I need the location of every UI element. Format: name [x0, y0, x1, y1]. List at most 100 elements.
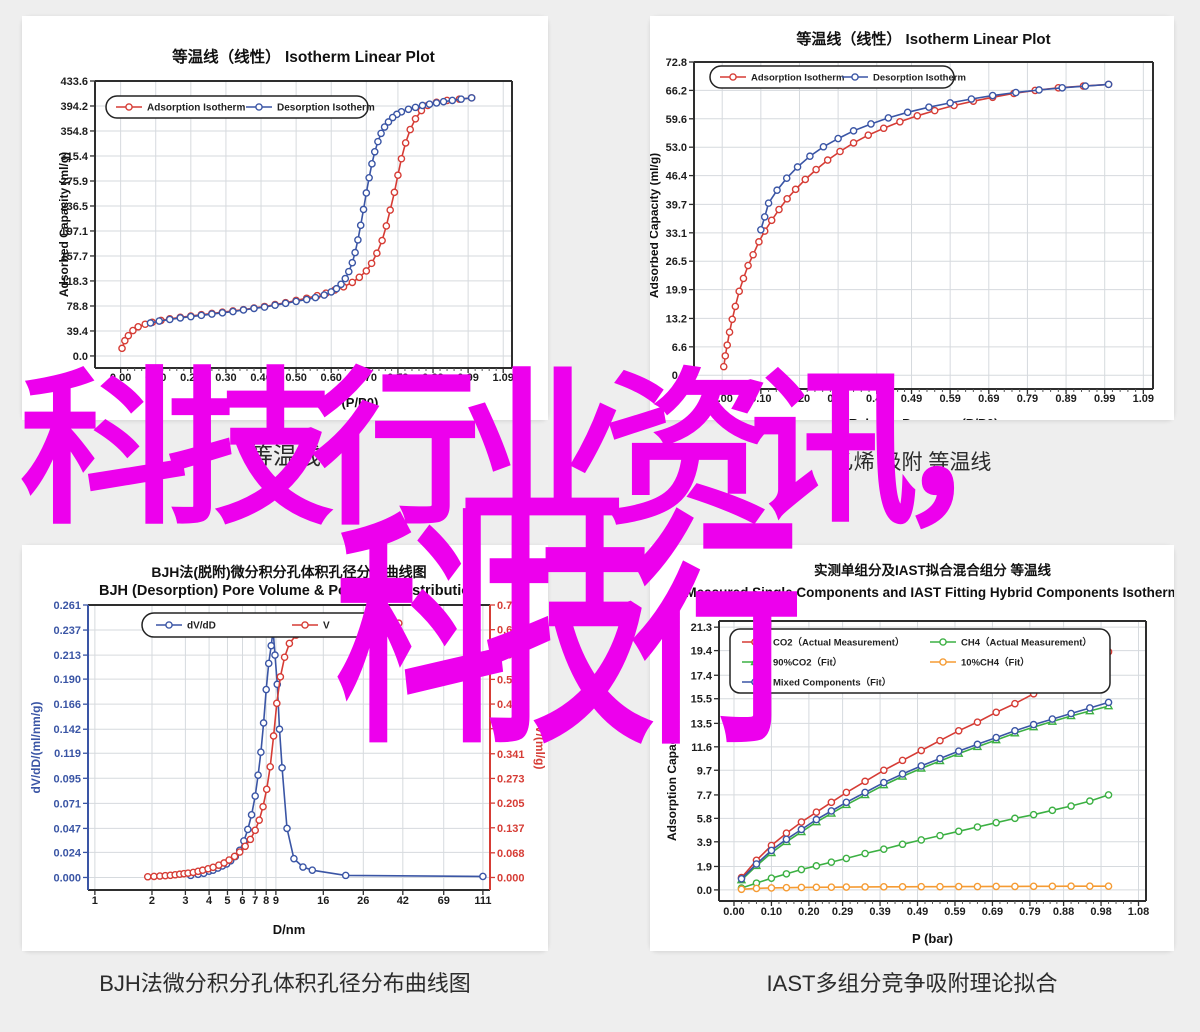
figure-caption-isotherm-2: 乙烯 吸附 等温线 — [832, 451, 992, 474]
svg-text:0.50: 0.50 — [285, 372, 306, 384]
svg-text:0.000: 0.000 — [53, 872, 81, 884]
svg-text:0.166: 0.166 — [53, 699, 81, 711]
svg-text:0.341: 0.341 — [497, 749, 525, 761]
svg-text:0.0: 0.0 — [73, 351, 88, 363]
svg-text:6.6: 6.6 — [672, 342, 687, 354]
svg-text:1.08: 1.08 — [1128, 906, 1149, 918]
watermark-text-line1: 科技行业资讯， — [20, 352, 1064, 548]
isotherm-linear-plot-2: 0.00 0.10 0.20 0.30 0.40 0.49 0.59 0.69 0.79 0.89… — [647, 16, 1174, 431]
svg-text:0.20: 0.20 — [798, 906, 819, 918]
svg-text:0.70: 0.70 — [356, 372, 377, 384]
svg-text:0.79: 0.79 — [1019, 906, 1040, 918]
svg-text:1.9: 1.9 — [697, 861, 712, 873]
svg-text:3: 3 — [182, 895, 188, 907]
svg-text:8: 8 — [263, 895, 269, 907]
svg-text:1.09: 1.09 — [493, 372, 514, 384]
chart-card-iast-fitting: 0.00 0.10 0.20 0.29 0.39 0.49 0.59 0.69 0.79 0.88… — [650, 545, 1180, 951]
chart-card-isotherm-1: 0.00 0.10 0.20 0.30 0.40 0.50 0.60 0.70 0.79 0.89… — [22, 16, 548, 420]
svg-text:275.9: 275.9 — [60, 176, 88, 188]
svg-text:0.10: 0.10 — [761, 906, 782, 918]
svg-text:V/(ml/g): V/(ml/g) — [533, 726, 547, 770]
svg-text:118.3: 118.3 — [61, 276, 88, 288]
svg-text:111: 111 — [474, 895, 491, 907]
svg-text:0.047: 0.047 — [53, 823, 81, 835]
svg-text:0.29: 0.29 — [832, 906, 853, 918]
svg-text:V: V — [323, 621, 330, 632]
svg-text:42: 42 — [397, 895, 409, 907]
svg-text:78.8: 78.8 — [67, 301, 88, 313]
svg-text:P (bar): P (bar) — [912, 931, 953, 946]
svg-text:3.9: 3.9 — [697, 837, 712, 849]
svg-text:dV/dD/(ml/nm/g): dV/dD/(ml/nm/g) — [29, 702, 43, 794]
svg-text:10%CH4（Fit）: 10%CH4（Fit） — [961, 657, 1030, 669]
svg-text:46.4: 46.4 — [666, 171, 688, 183]
svg-text:0.095: 0.095 — [53, 773, 81, 785]
svg-text:Adsorption Isotherm: Adsorption Isotherm — [751, 73, 844, 84]
svg-text:39.4: 39.4 — [67, 326, 89, 338]
svg-text:0.000: 0.000 — [497, 872, 525, 884]
svg-text:1: 1 — [92, 895, 98, 907]
svg-text:0.49: 0.49 — [901, 393, 922, 405]
svg-text:0.00: 0.00 — [110, 372, 131, 384]
svg-text:53.0: 53.0 — [666, 142, 687, 154]
svg-text:90%CO2（Fit）: 90%CO2（Fit） — [773, 657, 842, 669]
svg-text:0.10: 0.10 — [750, 393, 771, 405]
svg-text:2: 2 — [149, 895, 155, 907]
chart-card-bjh-pore-distribution: 1 2 3 4 5 6 7 8 9 16 26 42 69 111 0.000 0.024 0.047 0.071… — [22, 545, 548, 951]
svg-text:315.4: 315.4 — [60, 151, 88, 163]
svg-text:0.89: 0.89 — [422, 372, 443, 384]
svg-text:0.205: 0.205 — [497, 798, 525, 810]
svg-text:0.478: 0.478 — [497, 699, 525, 711]
svg-text:19.9: 19.9 — [666, 285, 687, 297]
svg-text:0.69: 0.69 — [982, 906, 1003, 918]
svg-text:0.237: 0.237 — [53, 625, 81, 637]
svg-text:0.79: 0.79 — [387, 372, 408, 384]
svg-text:0.79: 0.79 — [1017, 393, 1038, 405]
iast-fitting-chart: 0.00 0.10 0.20 0.29 0.39 0.49 0.59 0.69 0.79 0.88… — [650, 545, 1180, 951]
svg-text:0.40: 0.40 — [866, 393, 887, 405]
svg-text:0.40: 0.40 — [250, 372, 271, 384]
svg-text:Desorption Isotherm: Desorption Isotherm — [873, 73, 966, 84]
svg-text:0.261: 0.261 — [53, 600, 81, 612]
svg-text:Desorption Isotherm: Desorption Isotherm — [277, 103, 375, 114]
svg-text:33.1: 33.1 — [666, 228, 687, 240]
svg-text:0.69: 0.69 — [978, 393, 999, 405]
svg-text:0.30: 0.30 — [827, 393, 848, 405]
svg-text:7.7: 7.7 — [697, 790, 712, 802]
svg-text:0.068: 0.068 — [497, 848, 525, 860]
svg-text:0.0: 0.0 — [672, 370, 687, 382]
svg-text:1.09: 1.09 — [1133, 393, 1154, 405]
svg-text:0.546: 0.546 — [497, 674, 525, 686]
svg-text:5: 5 — [224, 895, 230, 907]
svg-text:CH4（Actual Measurement）: CH4（Actual Measurement） — [961, 637, 1092, 649]
svg-text:0.39: 0.39 — [869, 906, 890, 918]
svg-text:157.7: 157.7 — [60, 251, 88, 263]
svg-text:6: 6 — [239, 895, 245, 907]
svg-text:0.615: 0.615 — [497, 649, 525, 661]
svg-text:0.119: 0.119 — [54, 748, 81, 760]
svg-text:236.5: 236.5 — [60, 201, 88, 213]
svg-text:0.273: 0.273 — [497, 773, 525, 785]
svg-text:等温线（线性） Isotherm Linear Plot: 等温线（线性） Isotherm Linear Plot — [796, 30, 1050, 48]
chart-card-isotherm-2: 0.00 0.10 0.20 0.30 0.40 0.49 0.59 0.69 0.79 0.89… — [647, 16, 1174, 431]
svg-text:21.3: 21.3 — [691, 622, 712, 634]
svg-text:59.6: 59.6 — [666, 114, 687, 126]
svg-text:26: 26 — [357, 895, 369, 907]
isotherm-linear-plot-1: 0.00 0.10 0.20 0.30 0.40 0.50 0.60 0.70 0.79 0.89… — [22, 16, 548, 420]
svg-text:Relative Pressure (P/P0): Relative Pressure (P/P0) — [229, 395, 379, 410]
svg-text:D/nm: D/nm — [273, 922, 306, 937]
svg-text:0.99: 0.99 — [457, 372, 478, 384]
svg-text:0.99: 0.99 — [1094, 393, 1115, 405]
svg-text:0.00: 0.00 — [723, 906, 744, 918]
svg-text:15.5: 15.5 — [691, 694, 712, 706]
svg-text:4: 4 — [206, 895, 213, 907]
svg-text:0.751: 0.751 — [497, 600, 525, 612]
svg-text:0.213: 0.213 — [53, 650, 81, 662]
svg-text:0.59: 0.59 — [944, 906, 965, 918]
svg-text:9.7: 9.7 — [697, 765, 712, 777]
svg-text:26.5: 26.5 — [666, 256, 687, 268]
svg-text:69: 69 — [438, 895, 450, 907]
svg-text:13.5: 13.5 — [691, 718, 712, 730]
svg-text:Adsorption Isotherm: Adsorption Isotherm — [147, 103, 245, 114]
